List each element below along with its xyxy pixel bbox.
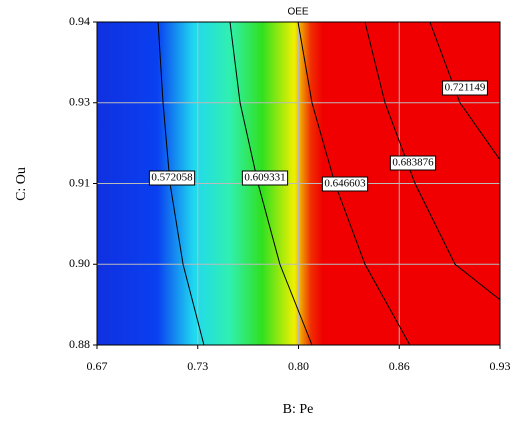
contour-label-box	[442, 80, 488, 96]
contour-label: 0.609331	[244, 172, 285, 184]
chart-title: OEE	[287, 7, 308, 18]
y-tick-label: 0.93	[69, 95, 90, 109]
x-tick-label: 0.93	[490, 359, 511, 373]
contour-line	[364, 21, 501, 301]
y-tick-label: 0.88	[69, 337, 90, 351]
contour-label-box	[148, 170, 196, 186]
contour-label: 0.721149	[445, 82, 486, 94]
contour-label: 0.646603	[324, 178, 366, 190]
contour-label-box	[389, 155, 437, 171]
x-tick-label: 0.73	[187, 359, 208, 373]
y-axis-label: C: Ou	[14, 167, 29, 201]
y-tick-label: 0.94	[69, 14, 90, 28]
y-tick-label: 0.91	[69, 175, 90, 189]
contour-label-box	[241, 170, 289, 186]
contour-label-box	[321, 176, 369, 192]
plot-frame	[96, 21, 501, 346]
x-tick-label: 0.67	[87, 359, 108, 373]
x-tick-label: 0.86	[389, 359, 410, 373]
contour-line	[429, 21, 501, 161]
contour-label: 0.683876	[392, 157, 434, 169]
contour-label: 0.572058	[151, 172, 193, 184]
y-tick-label: 0.90	[69, 256, 90, 270]
x-axis-label: B: Pe	[283, 402, 314, 417]
x-tick-label: 0.80	[288, 359, 309, 373]
